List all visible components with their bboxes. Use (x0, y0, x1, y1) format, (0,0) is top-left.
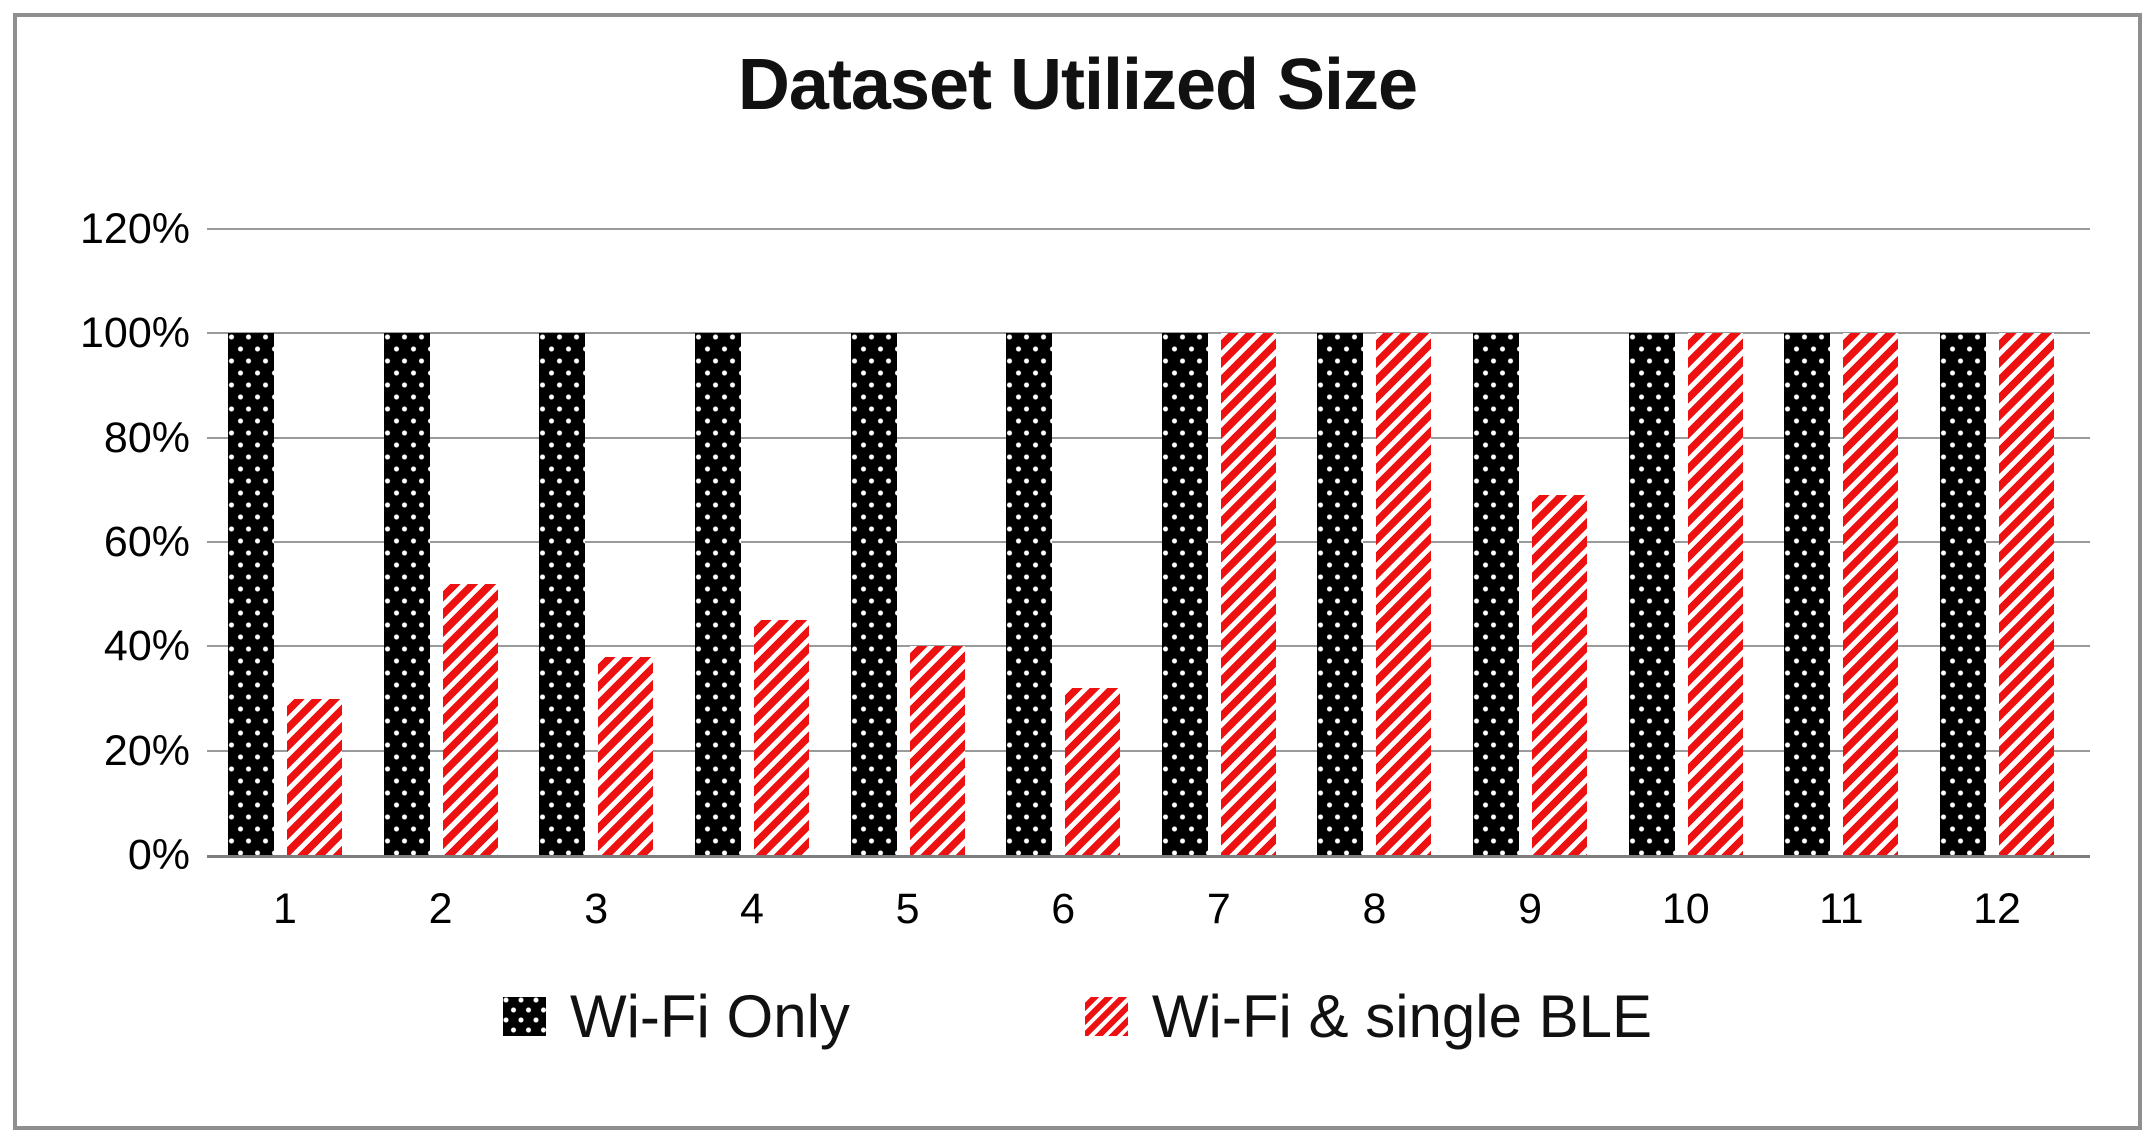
bar-group-6 (1005, 229, 1121, 855)
bar-group-10 (1628, 229, 1744, 855)
bar-wi-fi-only-9 (1473, 333, 1520, 855)
legend: Wi-Fi Only Wi-Fi & single BLE (0, 982, 2155, 1051)
gridline-100 (207, 332, 2090, 335)
x-axis-category-label: 4 (739, 885, 764, 933)
y-axis-tick-label: 100% (80, 309, 190, 358)
legend-item-wifi-only: Wi-Fi Only (502, 982, 850, 1051)
bar-group-2 (383, 229, 499, 855)
x-axis-category-label: 2 (428, 885, 453, 933)
bar-wi-fi-single-ble-12 (1999, 333, 2055, 855)
legend-item-wifi-single-ble: Wi-Fi & single BLE (1084, 982, 1653, 1051)
gridline-80 (207, 436, 2090, 439)
bar-wi-fi-only-7 (1161, 333, 1208, 855)
bar-wi-fi-only-1 (228, 333, 274, 855)
bar-group-12 (1939, 229, 2055, 855)
legend-label-wifi-single-ble: Wi-Fi & single BLE (1151, 983, 1653, 1050)
gridline-120 (207, 228, 2090, 230)
y-axis-tick-label: 0% (127, 831, 190, 879)
gridline-60 (207, 541, 2090, 543)
bar-wi-fi-single-ble-3 (598, 656, 654, 855)
bar-wi-fi-only-3 (539, 333, 586, 855)
bar-wi-fi-single-ble-7 (1220, 333, 1276, 855)
bar-group-5 (850, 229, 966, 855)
bar-wi-fi-single-ble-4 (753, 620, 809, 855)
bar-wi-fi-single-ble-2 (442, 583, 498, 855)
bar-wi-fi-single-ble-8 (1376, 333, 1432, 855)
bar-wi-fi-single-ble-6 (1065, 688, 1121, 855)
bar-wi-fi-only-5 (850, 333, 897, 855)
x-axis-category-label: 11 (1819, 885, 1864, 933)
x-axis-category-label: 1 (273, 885, 297, 933)
legend-swatch-wifi-single-ble-icon (1084, 997, 1128, 1036)
plot-area (207, 228, 2090, 858)
x-axis-category-label: 3 (584, 885, 609, 933)
bar-wi-fi-only-2 (383, 333, 430, 855)
bar-wi-fi-single-ble-9 (1532, 495, 1588, 855)
x-axis-category-label: 5 (895, 885, 920, 933)
chart-title: Dataset Utilized Size (737, 45, 1418, 125)
bar-wi-fi-only-4 (694, 333, 741, 855)
bar-wi-fi-only-6 (1006, 333, 1053, 855)
bar-wi-fi-single-ble-5 (909, 646, 965, 855)
bar-group-11 (1783, 229, 1899, 855)
bar-group-7 (1161, 229, 1277, 855)
x-axis-category-label: 12 (1973, 885, 2021, 933)
bar-wi-fi-only-8 (1317, 333, 1364, 855)
y-axis-tick-label: 60% (103, 518, 190, 566)
bar-wi-fi-single-ble-10 (1687, 333, 1743, 855)
bar-wi-fi-only-11 (1784, 333, 1831, 855)
gridline-20 (207, 749, 2090, 752)
x-axis-category-label: 10 (1661, 885, 1710, 933)
bar-group-1 (227, 229, 343, 855)
y-axis-tick-label: 40% (103, 622, 190, 671)
bar-wi-fi-single-ble-1 (287, 698, 342, 855)
x-axis-category-label: 9 (1518, 885, 1543, 933)
bar-group-9 (1472, 229, 1588, 855)
legend-label-wifi-only: Wi-Fi Only (569, 983, 850, 1050)
bar-group-4 (694, 229, 810, 855)
x-axis-category-label: 8 (1362, 885, 1387, 933)
x-axis-category-label: 6 (1051, 885, 1076, 933)
gridline-40 (207, 645, 2090, 648)
y-axis-tick-label: 20% (103, 726, 190, 775)
bar-group-8 (1316, 229, 1432, 855)
y-axis-tick-label: 120% (80, 205, 190, 253)
y-axis-tick-label: 80% (103, 413, 190, 462)
legend-swatch-wifi-only-icon (502, 997, 546, 1036)
bar-wi-fi-only-10 (1628, 333, 1675, 855)
bar-wi-fi-single-ble-11 (1843, 333, 1899, 855)
bar-group-3 (538, 229, 654, 855)
x-axis-category-label: 7 (1206, 885, 1231, 933)
bar-wi-fi-only-12 (1940, 333, 1987, 855)
